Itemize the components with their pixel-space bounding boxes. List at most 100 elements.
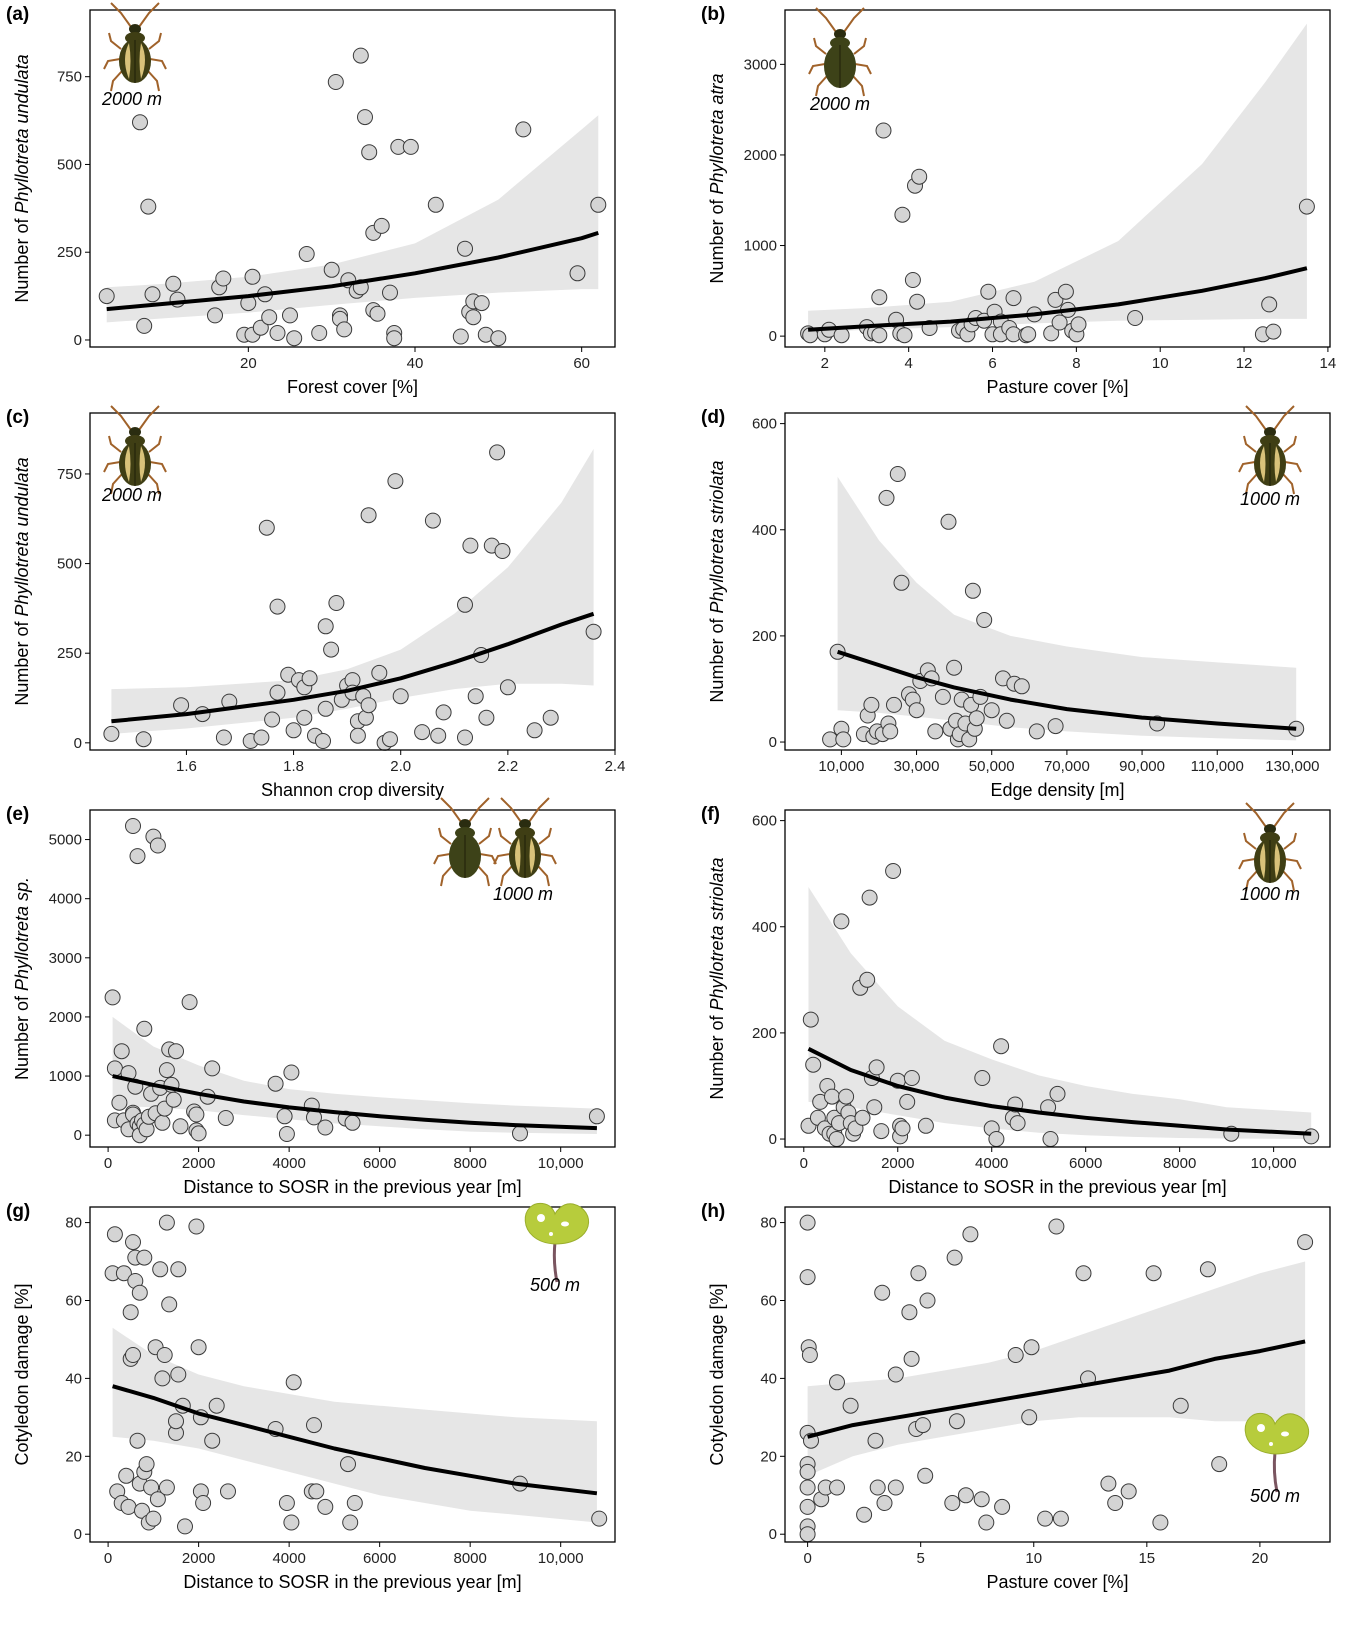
data-point (306, 1417, 322, 1434)
y-tick-label: 750 (57, 69, 82, 86)
data-point (129, 848, 146, 865)
data-point (204, 1432, 221, 1449)
data-point (430, 727, 447, 744)
beetle-yellow-stripe-icon (103, 2, 167, 92)
data-point (1145, 1265, 1162, 1282)
data-point (135, 731, 152, 748)
y-axis-title-prefix: Number of (707, 1011, 727, 1100)
damaged-cotyledon-leaf-icon (524, 1203, 590, 1283)
data-point (964, 582, 981, 599)
data-point (871, 327, 888, 344)
data-point (190, 1339, 207, 1356)
data-point (473, 295, 490, 312)
fitted-line (106, 230, 599, 312)
plot-frame (89, 9, 616, 348)
scale-label: 2000 m (101, 89, 162, 109)
data-point (317, 700, 334, 717)
panel-letter: (f) (701, 804, 720, 825)
data-point (980, 283, 997, 300)
data-point (392, 688, 409, 705)
data-point (829, 1374, 845, 1391)
data-point (285, 1374, 302, 1391)
data-point (156, 1347, 173, 1363)
data-point (387, 473, 404, 490)
x-tick-label: 0 (104, 1155, 112, 1172)
data-point (489, 444, 506, 461)
x-tick-label: 5 (917, 1550, 925, 1567)
x-tick-label: 6000 (363, 1550, 396, 1567)
data-point (1042, 1131, 1059, 1147)
data-point (875, 122, 892, 139)
y-axis-title-species: Phyllotreta undulata (12, 54, 32, 213)
data-point (1057, 283, 1074, 300)
x-tick-label: 0 (803, 1550, 811, 1567)
data-point (349, 727, 366, 744)
x-tick-label: 0 (800, 1155, 808, 1172)
data-point (893, 574, 910, 591)
data-point (113, 1043, 130, 1060)
data-point (973, 1491, 990, 1508)
data-point (298, 246, 315, 262)
data-point (261, 309, 278, 326)
data-point (125, 1234, 141, 1251)
data-point (899, 1093, 916, 1110)
y-tick-label: 1000 (744, 238, 777, 255)
data-point (894, 206, 911, 223)
data-point (204, 1060, 221, 1077)
data-point (824, 1088, 840, 1105)
data-point (285, 722, 302, 739)
y-axis-title: Number of Phyllotreta striolata (707, 460, 727, 702)
data-point (283, 1064, 300, 1081)
y-tick-label: 600 (752, 813, 777, 830)
beetle-pair-icon (433, 797, 557, 887)
fitted-line (807, 1339, 1306, 1439)
data-point (125, 1347, 141, 1363)
data-point (286, 330, 303, 347)
x-tick-label: 2 (821, 355, 829, 372)
data-point (861, 889, 878, 906)
confidence-band (808, 23, 1307, 333)
data-point (478, 709, 495, 726)
y-tick-label: 40 (65, 1370, 82, 1387)
data-point (340, 1456, 356, 1473)
data-point (149, 1491, 166, 1508)
data-point (909, 293, 926, 310)
data-point (328, 595, 345, 611)
data-point (1007, 1347, 1024, 1363)
scale-label: 1000 m (493, 884, 553, 904)
data-point (799, 1463, 816, 1480)
data-point (894, 1120, 911, 1137)
data-point (106, 1226, 123, 1243)
y-axis-title-prefix: Number of (707, 614, 727, 703)
y-tick-label: 0 (74, 332, 82, 349)
y-tick-label: 2000 (744, 147, 777, 164)
x-axis-title: Distance to SOSR in the previous year [m… (183, 1177, 521, 1197)
confidence-band (106, 115, 599, 323)
data-point (369, 305, 386, 322)
x-tick-label: 8 (1072, 355, 1080, 372)
data-point (360, 507, 377, 524)
data-point (467, 688, 484, 705)
data-point (802, 1011, 819, 1028)
data-point (805, 1056, 822, 1073)
data-point (591, 1510, 608, 1527)
data-point (145, 1510, 162, 1527)
y-axis-title-prefix: Number of (707, 195, 727, 284)
x-axis-title: Edge density [m] (990, 780, 1124, 800)
data-point (140, 198, 157, 215)
x-tick-label: 90,000 (1119, 758, 1165, 775)
beetle-yellow-stripe-icon (103, 405, 167, 495)
data-point (357, 109, 373, 126)
data-point (917, 1117, 934, 1134)
x-tick-label: 20 (240, 355, 257, 372)
data-point (1047, 291, 1064, 308)
panel-b: (b) 2 4 6 8 10 12 14 0 1000 2000 3000 Pasture cover … (701, 4, 1336, 397)
y-axis-title: Cotyledon damage [%] (12, 1283, 32, 1465)
beetle-yellow-stripe-icon (1238, 802, 1302, 892)
data-point (129, 1432, 146, 1449)
y-tick-label: 500 (57, 556, 82, 573)
data-point (342, 1514, 359, 1531)
data-point (1028, 723, 1045, 740)
x-tick-label: 14 (1320, 355, 1337, 372)
